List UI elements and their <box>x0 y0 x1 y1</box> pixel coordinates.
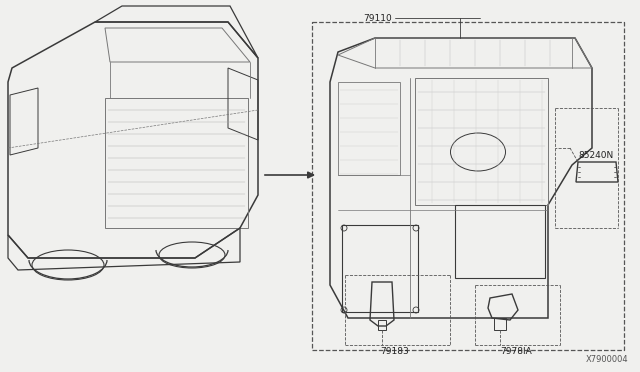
Text: 79183: 79183 <box>381 347 410 356</box>
Text: 7978IA: 7978IA <box>500 347 532 356</box>
Bar <box>312 22 624 350</box>
Text: 79110: 79110 <box>364 13 392 22</box>
Text: X7900004: X7900004 <box>586 356 628 365</box>
Text: 85240N: 85240N <box>579 151 614 160</box>
